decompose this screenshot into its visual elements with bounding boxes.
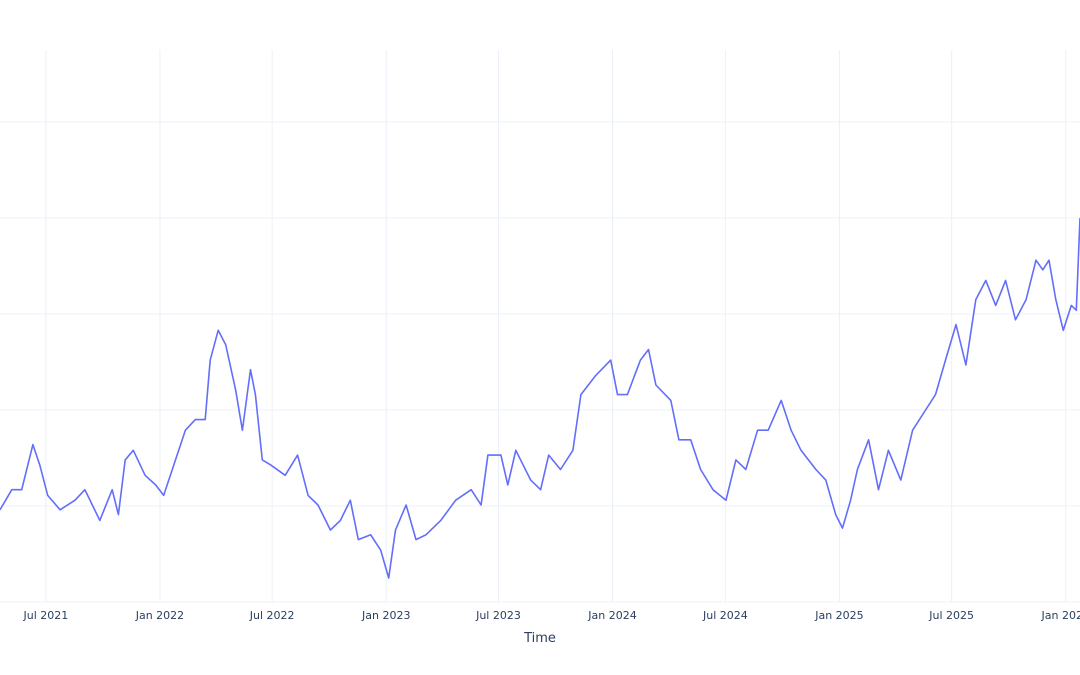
x-tick-label: Jan 2024 (587, 609, 636, 622)
x-tick-label: Jul 2024 (702, 609, 748, 622)
gridlines (0, 50, 1080, 603)
x-tick-label: Jul 2025 (928, 609, 974, 622)
x-tick-label: Jan 2025 (814, 609, 863, 622)
series-line (0, 217, 1080, 579)
x-tick-label: Jul 2021 (22, 609, 68, 622)
x-tick-label: Jan 2026 (1041, 609, 1080, 622)
x-tick-label: Jan 2023 (361, 609, 410, 622)
x-axis-ticks: Jul 2021 Jan 2022 Jul 2022 Jan 2023 Jul 2023… (22, 609, 1080, 622)
x-tick-label: Jan 2022 (135, 609, 184, 622)
x-tick-label: Jul 2023 (475, 609, 521, 622)
x-tick-label: Jul 2022 (249, 609, 295, 622)
x-axis-title: Time (523, 631, 556, 646)
